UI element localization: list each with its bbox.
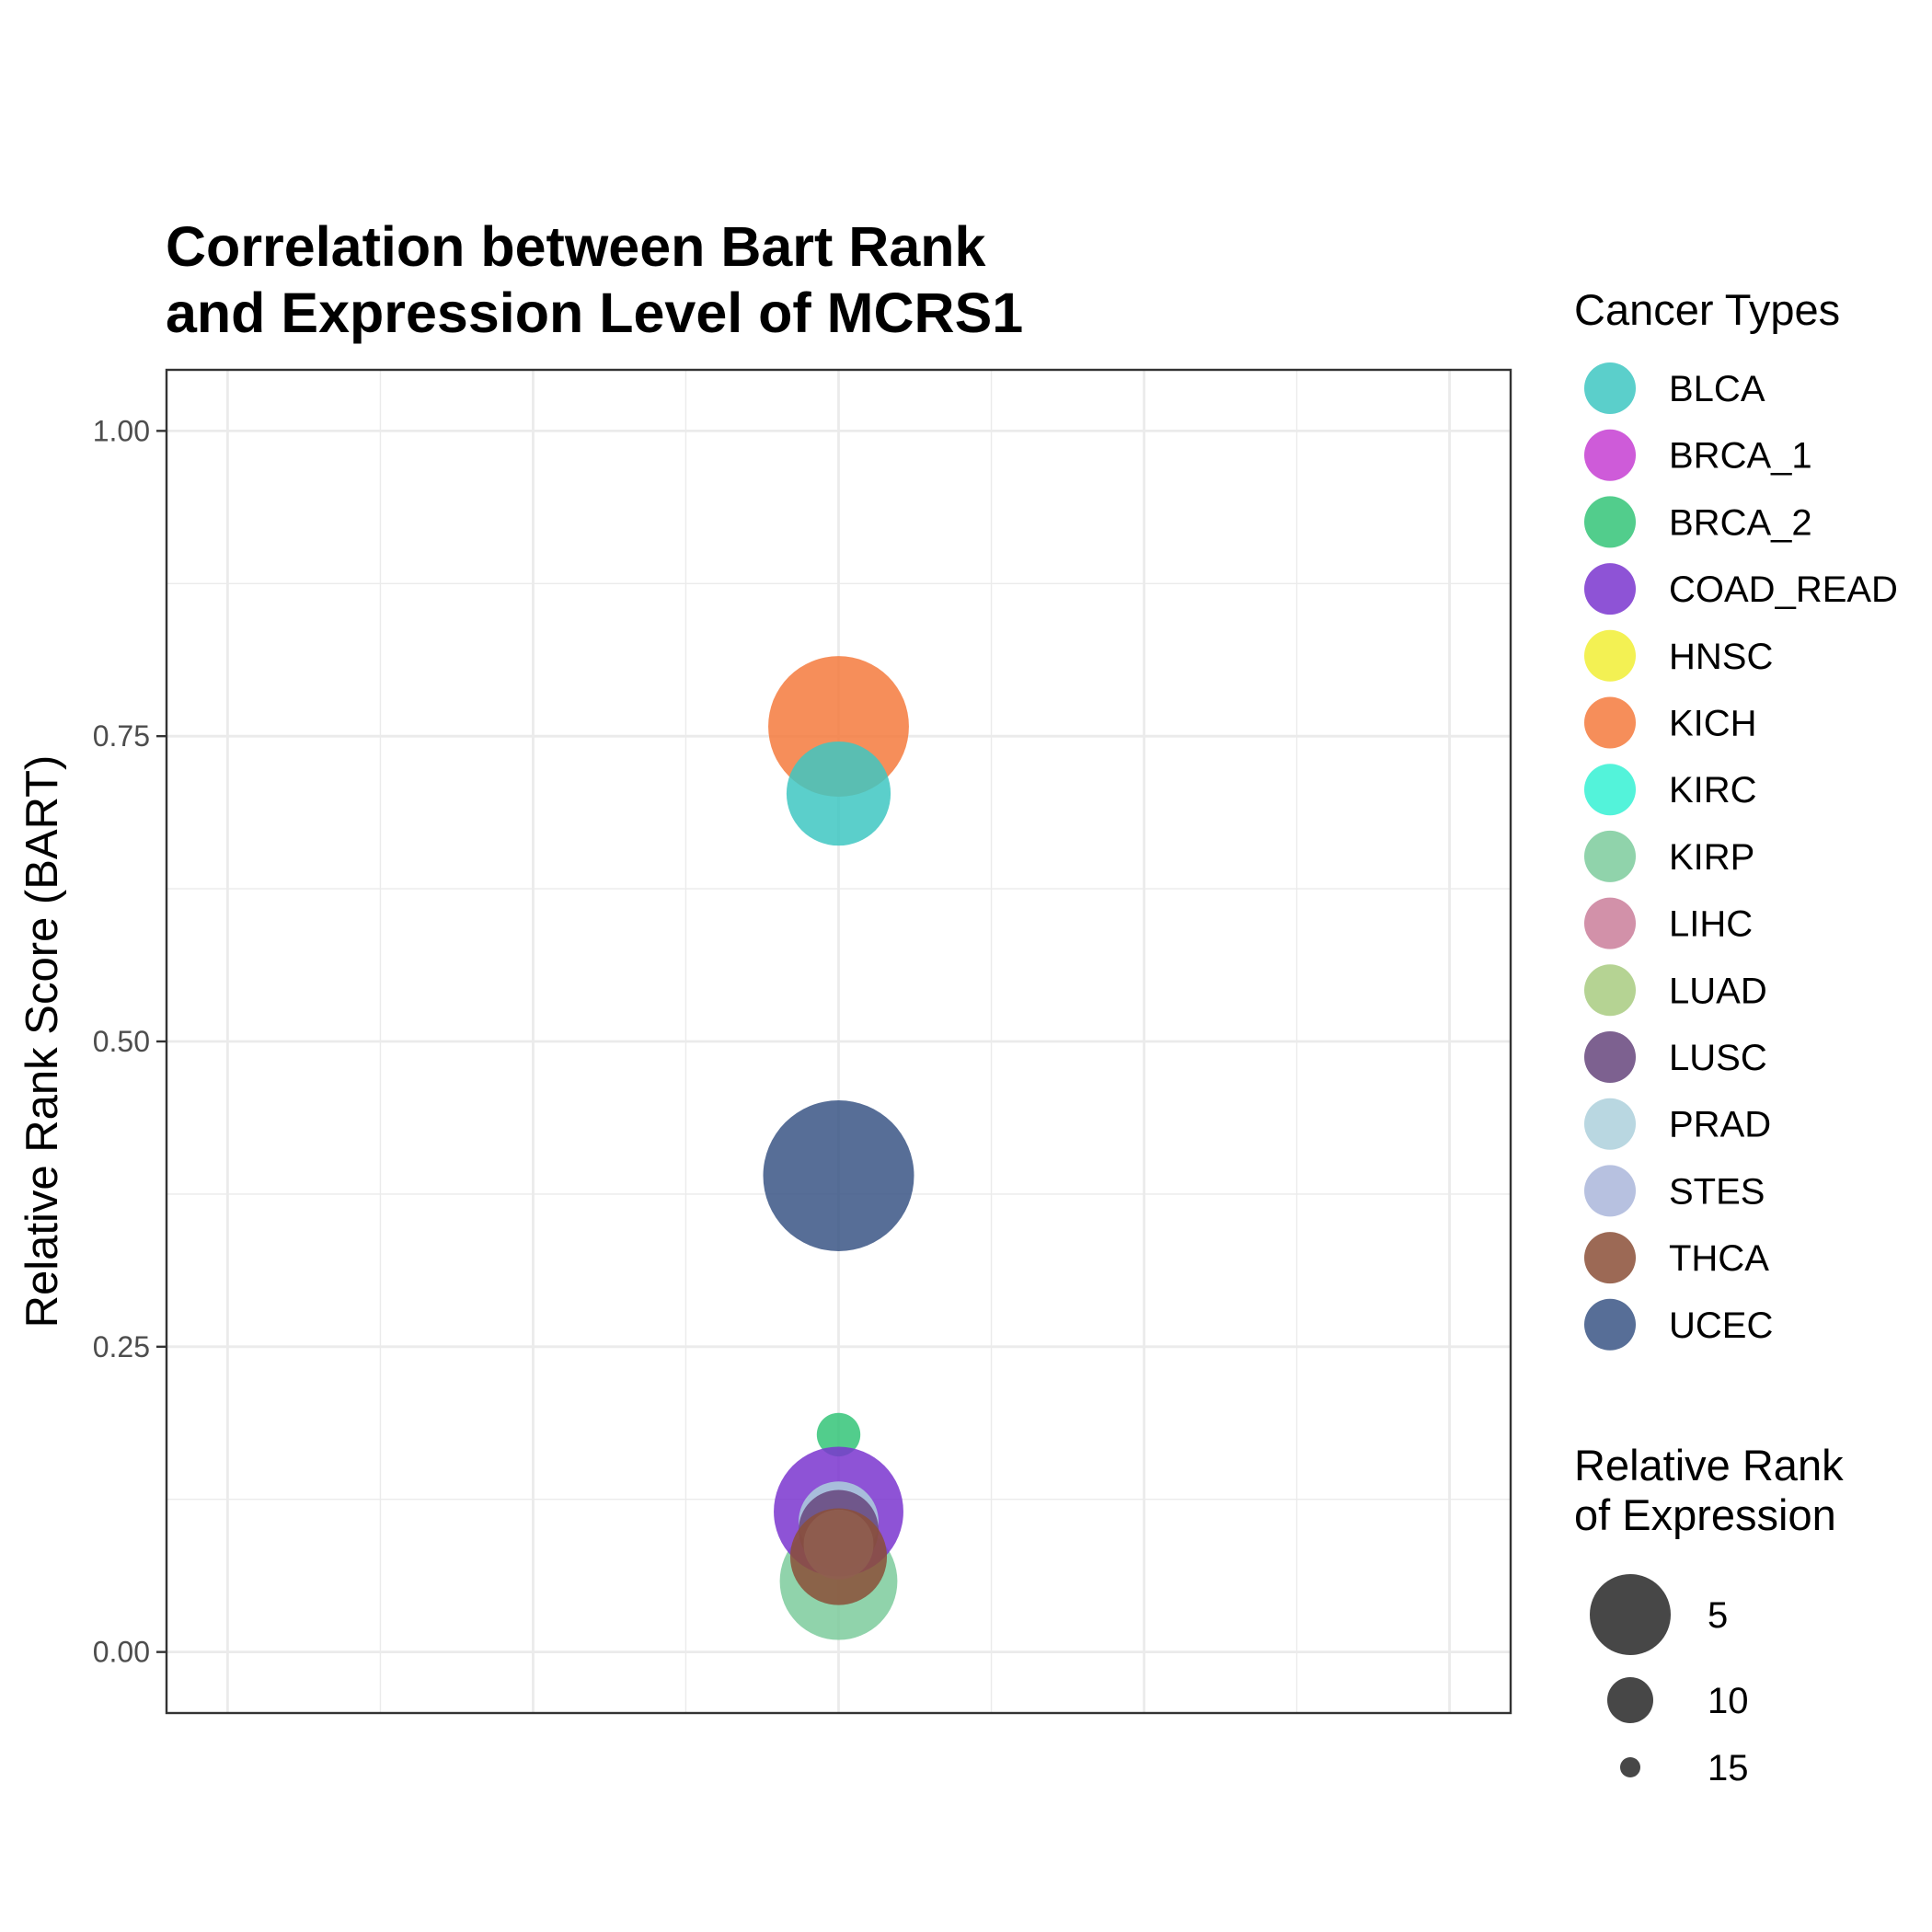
y-tick-label: 0.00 [93,1636,150,1669]
y-tick-label: 1.00 [93,414,150,447]
legend-swatch [1584,1098,1636,1150]
chart-title-line-1: Correlation between Bart Rank [166,215,986,278]
legend-label: COAD_READ [1669,569,1898,610]
point-thca [789,1508,888,1605]
size-legend: Relative Rank of Expression 5 10 15 [1574,1441,1844,1788]
size-legend-label: 15 [1708,1748,1749,1788]
legend-label: LIHC [1669,904,1753,945]
legend-item-brca-1: BRCA_1 [1584,429,1812,481]
size-legend-swatch [1590,1574,1671,1655]
size-legend-label: 5 [1708,1595,1728,1636]
legend-swatch [1584,897,1636,949]
legend-label: KIRC [1669,770,1757,811]
size-legend-item-15: 15 [1620,1748,1749,1788]
legend-swatch [1584,1165,1636,1217]
legend-item-blca: BLCA [1584,362,1765,414]
legend-label: PRAD [1669,1105,1771,1145]
size-legend-label: 10 [1708,1681,1749,1721]
grid-major [167,370,1511,1713]
point-ucec [763,1100,914,1251]
legend-item-luad: LUAD [1584,964,1767,1017]
legend-swatch [1584,696,1636,749]
legend-swatch [1584,1298,1636,1351]
y-tick-label: 0.75 [93,719,150,753]
y-axis-label: Relative Rank Score (BART) [17,755,67,1328]
legend-item-thca: THCA [1584,1232,1769,1284]
legend-item-prad: PRAD [1584,1098,1771,1150]
legend-item-kirp: KIRP [1584,830,1754,882]
legend-item-kirc: KIRC [1584,764,1757,816]
data-points [763,656,914,1640]
y-axis: 0.00 0.25 0.50 0.75 1.00 [93,414,167,1669]
legend-label: LUAD [1669,971,1767,1011]
legend-item-brca-2: BRCA_2 [1584,496,1812,548]
legend-label: UCEC [1669,1305,1773,1346]
legend-item-lihc: LIHC [1584,897,1753,949]
y-tick-label: 0.50 [93,1025,150,1058]
size-legend-title-line-1: Relative Rank [1574,1441,1844,1489]
size-legend-item-10: 10 [1607,1677,1749,1723]
legend-item-hnsc: HNSC [1584,629,1773,682]
legend-swatch [1584,1031,1636,1083]
point-brca-2 [816,1412,861,1457]
legend-title: Cancer Types [1574,285,1840,334]
y-tick-label: 0.25 [93,1330,150,1363]
legend-label: BRCA_2 [1669,502,1812,543]
legend-label: BRCA_1 [1669,436,1812,477]
size-legend-swatch [1620,1757,1640,1777]
legend-swatch [1584,496,1636,548]
legend-item-ucec: UCEC [1584,1298,1773,1351]
legend-swatch [1584,563,1636,615]
legend-swatch [1584,830,1636,882]
chart-title: Correlation between Bart Rank and Expres… [166,215,1023,344]
point-blca [786,741,891,846]
size-legend-swatch [1607,1677,1653,1723]
legend-item-stes: STES [1584,1165,1765,1217]
legend-item-kich: KICH [1584,696,1757,749]
legend-label: KIRP [1669,837,1754,878]
legend-label: HNSC [1669,637,1773,677]
legend-item-lusc: LUSC [1584,1031,1767,1083]
legend-swatch [1584,764,1636,816]
legend-label: STES [1669,1171,1765,1212]
cancer-types-legend: Cancer Types BLCA BRCA_1 BRCA_2 COAD_READ HN… [1574,285,1898,1351]
size-legend-item-5: 5 [1590,1574,1728,1655]
legend-label: BLCA [1669,369,1765,409]
legend-swatch [1584,362,1636,414]
legend-item-coad-read: COAD_READ [1584,563,1898,615]
chart-title-line-2: and Expression Level of MCRS1 [166,282,1023,344]
plot-area [165,368,1512,1715]
legend-label: THCA [1669,1238,1769,1279]
size-legend-title-line-2: of Expression [1574,1490,1836,1539]
legend-swatch [1584,629,1636,682]
legend-label: LUSC [1669,1038,1767,1078]
legend-swatch [1584,1232,1636,1284]
legend-swatch [1584,429,1636,481]
legend-swatch [1584,964,1636,1017]
legend-label: KICH [1669,704,1757,744]
